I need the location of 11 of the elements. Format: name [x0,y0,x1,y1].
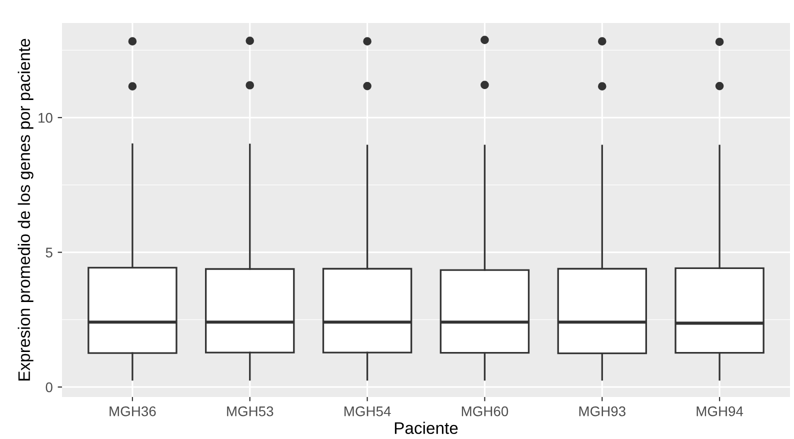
y-tick-label: 0 [46,382,52,392]
x-tick-label: MGH60 [462,406,508,416]
y-axis-title: Expresion promedio de los genes por paciente [18,38,34,380]
x-tick-label: MGH93 [579,406,626,416]
y-tick-label: 5 [46,248,52,258]
x-tick-label: MGH54 [344,406,391,416]
x-tick-label: MGH53 [227,406,274,416]
x-tick-label: MGH36 [110,406,156,416]
x-axis-title: Paciente [394,422,458,434]
x-tick-label: MGH94 [696,406,744,416]
y-tick-label: 10 [38,112,52,123]
